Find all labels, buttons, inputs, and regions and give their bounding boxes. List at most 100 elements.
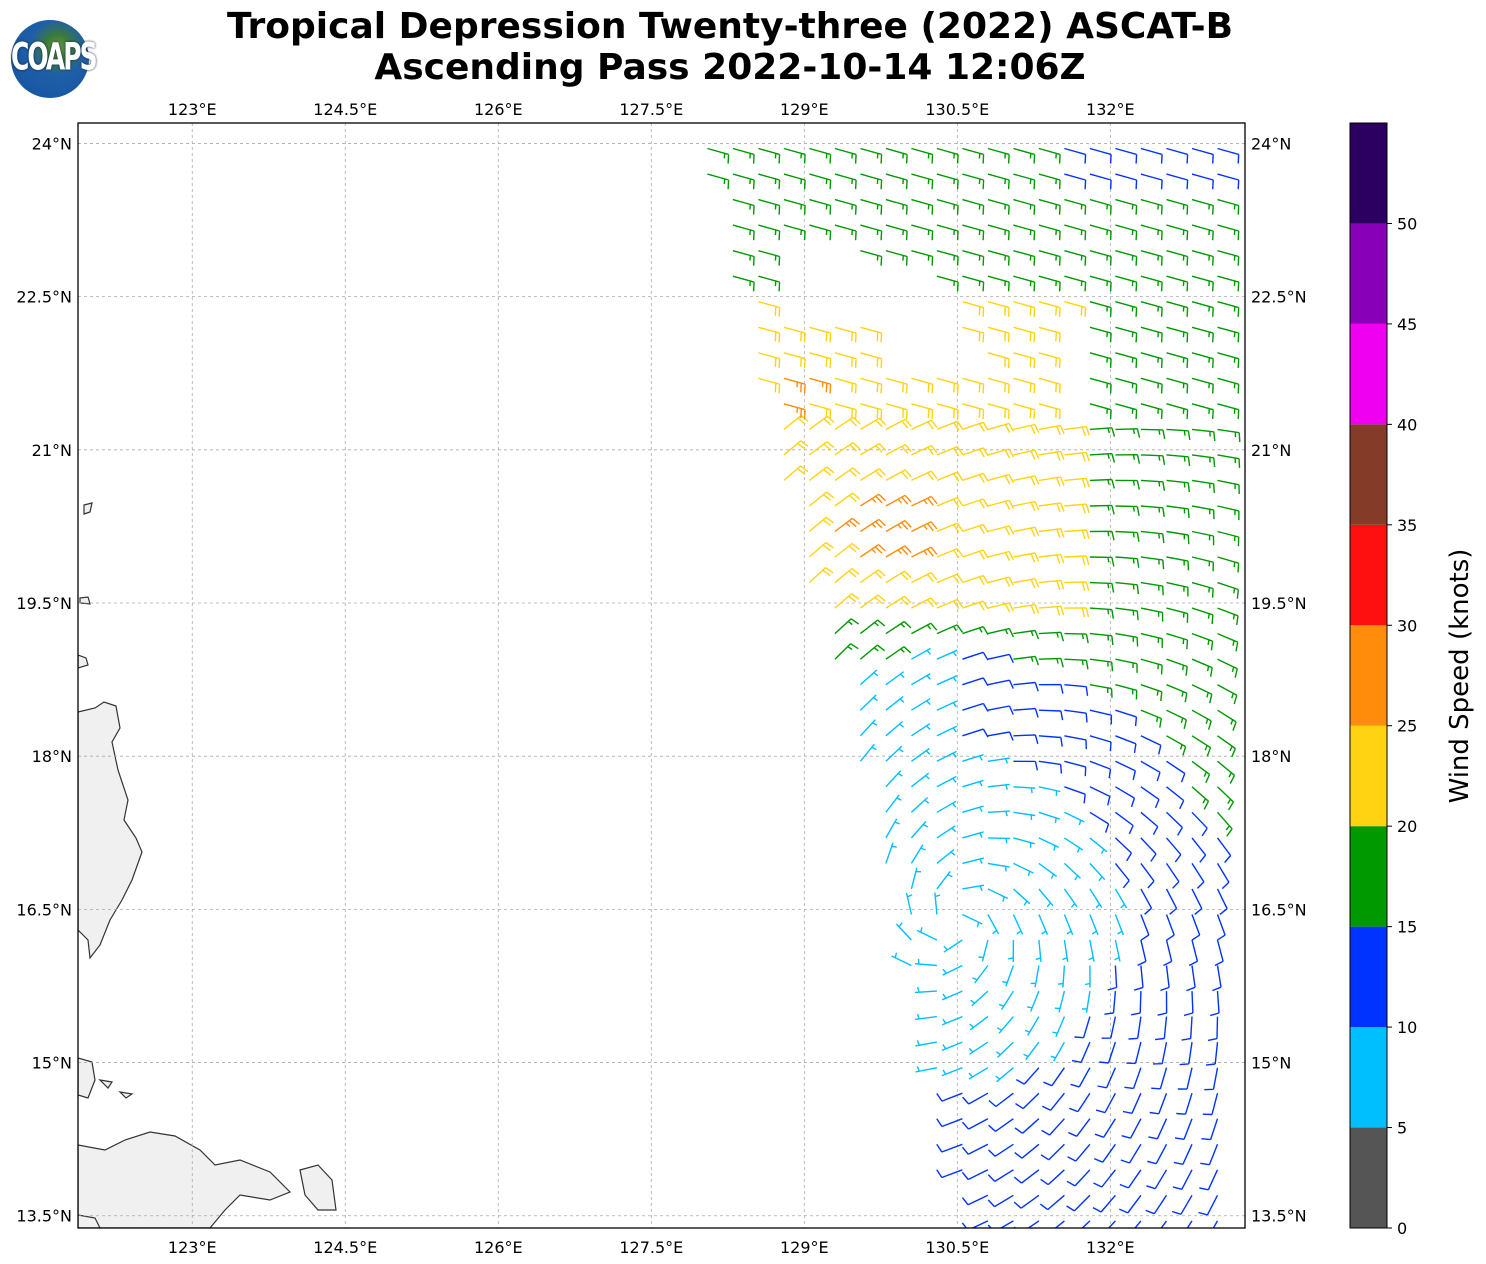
wind-barb	[1115, 403, 1138, 419]
wind-barb	[1140, 505, 1165, 517]
wind-barb	[758, 198, 781, 215]
wind-barb	[911, 224, 934, 241]
island	[299, 1164, 337, 1211]
wind-barb	[1089, 427, 1116, 437]
lon-tick-label-top: 129°E	[780, 100, 829, 119]
wind-barb	[1064, 658, 1089, 670]
wind-barb	[1151, 1067, 1168, 1090]
wind-barb	[1191, 914, 1201, 941]
wind-barb	[1038, 301, 1061, 317]
wind-barb	[1014, 1118, 1040, 1134]
wind-barb	[1014, 1143, 1040, 1159]
wind-barb	[1062, 939, 1069, 962]
wind-barb	[987, 862, 1010, 872]
colorbar-bin	[1350, 826, 1387, 927]
wind-barb	[1089, 326, 1112, 343]
wind-barb	[911, 377, 934, 394]
wind-barb	[1217, 505, 1240, 521]
wind-barb	[1038, 553, 1065, 564]
wind-barb	[1166, 479, 1190, 493]
wind-barb	[859, 743, 877, 762]
wind-barb	[1089, 403, 1112, 419]
wind-barb	[1191, 709, 1212, 730]
colorbar-tick-label: 50	[1397, 214, 1417, 233]
wind-barb	[987, 1220, 1014, 1228]
wind-barb	[1114, 862, 1130, 889]
wind-barb	[885, 469, 912, 482]
wind-barb	[1166, 198, 1189, 215]
wind-barb	[1166, 326, 1189, 343]
wind-barb	[834, 352, 857, 368]
wind-barb	[936, 547, 964, 559]
wind-barb	[885, 519, 912, 533]
wind-barb	[1064, 735, 1087, 750]
wind-barb	[1191, 505, 1215, 520]
wind-barb	[758, 377, 781, 394]
lon-tick-label-bottom: 132°E	[1086, 1238, 1135, 1257]
wind-barb	[1063, 862, 1081, 881]
wind-barb	[859, 694, 878, 711]
wind-barb	[1191, 403, 1214, 419]
wind-barb	[1069, 1092, 1091, 1113]
wind-barb	[987, 448, 1015, 459]
wind-barb	[1071, 1041, 1091, 1063]
wind-barb	[1191, 147, 1214, 164]
wind-barb	[1013, 198, 1036, 215]
wind-barb	[860, 198, 883, 215]
wind-barb	[936, 497, 964, 508]
wind-barb	[1152, 1041, 1168, 1065]
wind-barb	[885, 595, 912, 609]
wind-barb	[911, 470, 938, 482]
wind-barb	[1172, 1169, 1193, 1190]
lat-tick-label-left: 22.5°N	[16, 288, 72, 307]
wind-barb	[1115, 224, 1138, 241]
wind-barb	[758, 173, 781, 190]
lon-tick-label-bottom: 127.5°E	[619, 1238, 683, 1257]
wind-barb	[1115, 581, 1140, 595]
wind-barb	[1115, 275, 1138, 292]
wind-barb	[962, 754, 984, 762]
wind-barb	[1013, 603, 1040, 615]
wind-barb	[834, 442, 861, 456]
wind-barb	[936, 775, 957, 788]
wind-barb	[885, 646, 912, 660]
wind-barb	[1186, 965, 1196, 992]
wind-barb	[915, 1013, 937, 1021]
wind-barb	[808, 491, 835, 507]
wind-barb	[1140, 326, 1163, 343]
wind-barb	[910, 796, 930, 813]
wind-barb	[1002, 965, 1015, 987]
wind-barb	[732, 147, 755, 164]
wind-barb	[1099, 1041, 1117, 1064]
wind-barb	[1064, 811, 1085, 826]
wind-barb	[1038, 709, 1064, 721]
wind-barb	[1183, 991, 1194, 1017]
wind-barb	[1038, 631, 1065, 642]
wind-barb	[1149, 1092, 1168, 1115]
wind-barb	[1054, 990, 1066, 1013]
wind-barb	[1166, 556, 1190, 571]
wind-barb	[783, 465, 809, 481]
wind-barb	[1038, 811, 1061, 824]
wind-barb	[1177, 1067, 1193, 1090]
wind-barb	[1191, 479, 1215, 494]
wind-barb	[962, 472, 989, 483]
lon-tick-label-top: 124.5°E	[313, 100, 377, 119]
wind-barb	[808, 466, 835, 481]
wind-barb	[834, 492, 861, 507]
wind-barb	[962, 549, 989, 560]
wind-barb	[911, 250, 934, 266]
wind-barb	[809, 377, 832, 394]
wind-barb	[1013, 423, 1040, 434]
wind-barb	[1165, 863, 1180, 889]
wind-barb	[1179, 1041, 1193, 1066]
wind-barb	[1115, 556, 1140, 568]
wind-barb	[962, 447, 989, 458]
wind-barb	[936, 700, 958, 711]
wind-barb	[941, 1067, 963, 1077]
wind-barb	[1089, 530, 1115, 541]
wind-barb	[1115, 505, 1140, 516]
wind-barb	[1013, 655, 1040, 666]
wind-barb	[1191, 607, 1214, 625]
wind-barb	[1217, 454, 1241, 468]
